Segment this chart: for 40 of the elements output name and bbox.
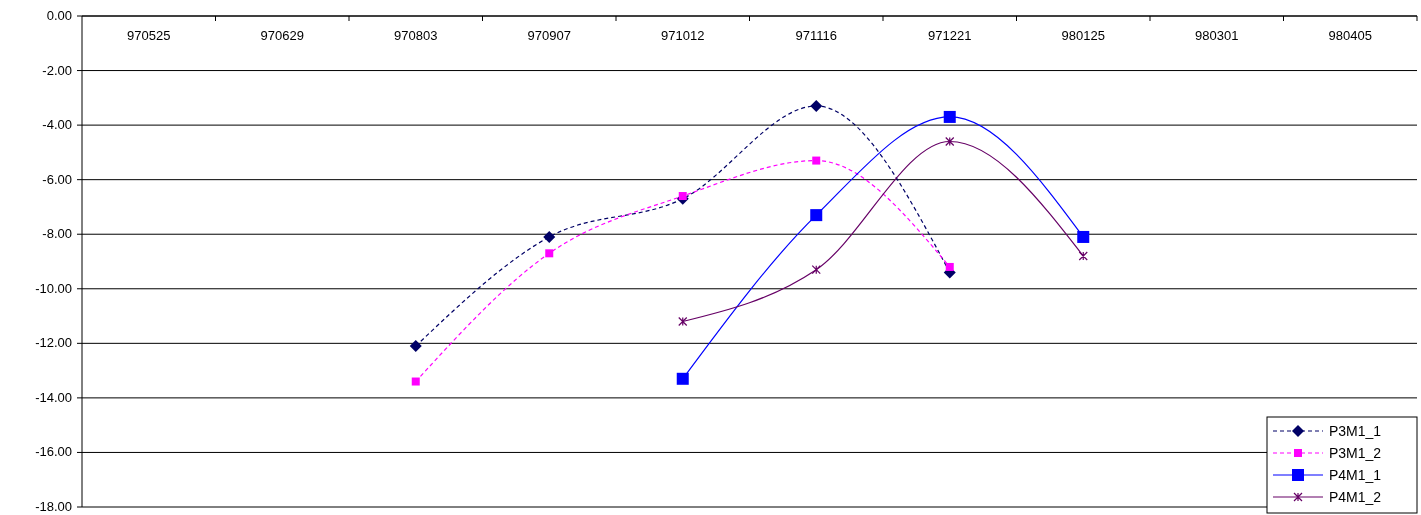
point xyxy=(545,249,554,258)
point xyxy=(543,230,556,243)
x-tick-label: 970803 xyxy=(394,28,438,43)
y-tick-label: -12.00 xyxy=(35,335,72,351)
x-tick-label: 980125 xyxy=(1061,28,1105,43)
point xyxy=(811,265,821,275)
point xyxy=(678,192,687,201)
x-tick-label: 980405 xyxy=(1328,28,1372,43)
point xyxy=(411,377,420,386)
y-tick-label: -16.00 xyxy=(35,444,72,460)
point xyxy=(810,209,823,222)
x-tick-label: 970629 xyxy=(260,28,304,43)
y-tick-label: -10.00 xyxy=(35,280,72,296)
y-tick-label: -18.00 xyxy=(35,499,72,514)
legend-label: P4M1_1 xyxy=(1329,467,1382,483)
legend-label: P4M1_2 xyxy=(1329,489,1382,505)
point xyxy=(678,316,688,327)
point xyxy=(943,110,956,123)
point xyxy=(1077,230,1090,243)
point xyxy=(1078,251,1088,261)
x-tick-label: 971221 xyxy=(928,28,972,43)
x-tick-label: 970907 xyxy=(527,28,571,43)
legend-label: P3M1_1 xyxy=(1329,423,1382,439)
x-tick-label: 971012 xyxy=(661,28,705,43)
point xyxy=(945,136,955,147)
x-tick-label: 971116 xyxy=(795,28,837,43)
point xyxy=(810,100,823,113)
y-tick-label: -8.00 xyxy=(42,226,72,242)
point xyxy=(945,262,954,271)
point xyxy=(676,372,689,385)
y-tick-label: 0.00 xyxy=(46,8,72,23)
point xyxy=(812,156,821,165)
y-tick-label: -2.00 xyxy=(42,62,72,78)
x-tick-label: 980301 xyxy=(1195,28,1239,43)
y-tick-label: -6.00 xyxy=(42,171,72,187)
y-tick-label: -4.00 xyxy=(42,117,72,133)
y-tick-label: -14.00 xyxy=(35,389,72,405)
x-tick-label: 970525 xyxy=(127,28,171,43)
legend-label: P3M1_2 xyxy=(1329,445,1382,461)
point xyxy=(409,340,422,353)
